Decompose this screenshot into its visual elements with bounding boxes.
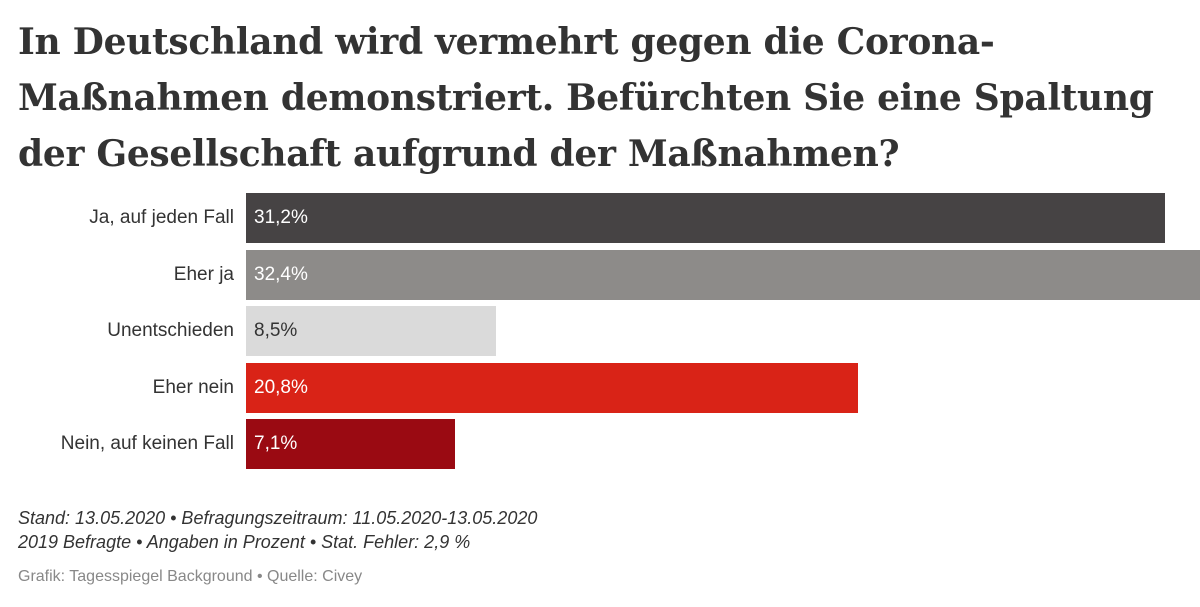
notes-line-1: Stand: 13.05.2020 • Befragungszeitraum: … xyxy=(18,508,538,528)
bar xyxy=(246,193,1165,243)
chart-title: In Deutschland wird vermehrt gegen die C… xyxy=(18,21,1154,175)
bar xyxy=(246,419,455,469)
bar xyxy=(246,363,858,413)
bar xyxy=(246,306,496,356)
bar-value-label: 31,2% xyxy=(254,207,308,228)
category-label: Eher ja xyxy=(173,264,234,285)
bar-value-label: 32,4% xyxy=(254,264,308,285)
category-label: Nein, auf keinen Fall xyxy=(60,433,234,454)
bar xyxy=(246,250,1200,300)
bar-value-label: 20,8% xyxy=(254,377,308,398)
category-label: Ja, auf jeden Fall xyxy=(89,207,234,228)
category-label: Eher nein xyxy=(152,377,234,398)
notes-line-2: 2019 Befragte • Angaben in Prozent • Sta… xyxy=(18,532,471,552)
bar-value-label: 7,1% xyxy=(254,433,298,454)
chart-source: Grafik: Tagesspiegel Background • Quelle… xyxy=(18,568,363,585)
chart-notes: Stand: 13.05.2020 • Befragungszeitraum: … xyxy=(18,506,537,554)
bar-value-label: 8,5% xyxy=(254,320,298,341)
category-label: Unentschieden xyxy=(107,320,234,341)
